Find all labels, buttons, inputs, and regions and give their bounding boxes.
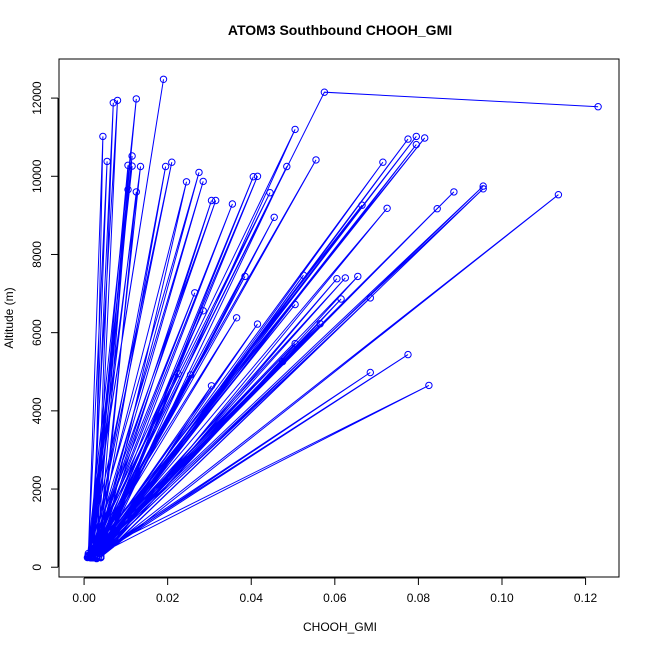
data-point [421,134,429,142]
data-point [312,156,320,164]
y-tick-label: 12000 [30,81,44,115]
x-axis-label: CHOOH_GMI [303,620,377,634]
data-point [199,307,207,315]
y-tick-label: 6000 [30,319,44,346]
y-axis-label: Altitude (m) [2,287,16,348]
data-point [161,162,170,171]
data-point [270,213,278,222]
data-point [479,185,487,193]
data-point [124,161,132,170]
data-point [124,185,132,194]
x-tick-label: 0.02 [156,591,180,605]
data-point [341,274,349,282]
data-point [207,382,216,390]
data-point [425,381,433,390]
data-point [191,289,199,297]
data-point [366,294,374,302]
data-point [253,320,262,328]
data-point [84,553,93,561]
data-point [291,339,299,348]
x-tick-label: 0.06 [323,591,347,605]
data-point [109,99,118,107]
data-point [195,168,203,177]
y-tick-label: 0 [30,564,44,571]
data-point [136,162,145,171]
data-point [594,103,602,111]
data-point [291,300,299,309]
data-point [433,205,441,213]
x-axis: 0.00 0.02 0.04 0.06 0.08 0.10 0.12 [72,577,598,605]
data-point [253,172,262,181]
data-point [404,350,412,359]
data-point [299,271,308,279]
data-point [132,188,141,196]
data-point [232,314,241,322]
plot-frame [58,58,620,578]
chart-title: ATOM3 Southbound CHOOH_GMI [228,22,452,38]
x-tick-label: 0.04 [240,591,264,605]
data-point [320,88,329,96]
data-point [168,158,176,166]
data-point [241,272,249,281]
y-tick-label: 2000 [30,475,44,502]
x-tick-label: 0.10 [490,591,514,605]
x-tick-label: 0.08 [407,591,431,605]
data-point [412,132,420,141]
x-tick-label: 0.12 [574,591,598,605]
data-point [92,552,101,560]
data-point [186,371,195,379]
data-point [88,553,97,561]
data-point [316,320,324,328]
data-point [212,196,220,205]
data-point [207,196,216,205]
data-point [97,553,105,562]
data-point [113,96,122,105]
data-point [366,368,374,377]
data-point [358,201,366,209]
data-point [554,191,563,199]
y-tick-label: 10000 [30,159,44,193]
data-point [132,95,141,103]
data-point [337,295,345,303]
data-point [404,135,412,143]
series-line [86,79,599,559]
data-point [283,162,291,171]
data-point [266,189,274,197]
data-point [99,132,107,141]
data-point [333,275,341,283]
data-point [450,188,458,196]
data-point [379,158,387,166]
data-point [479,182,487,190]
data-point [354,272,362,281]
data-point [174,370,182,378]
data-point [249,173,258,181]
data-point [182,178,191,186]
data-point [383,204,391,213]
data-point [278,357,287,366]
y-tick-label: 8000 [30,241,44,268]
data-point [159,75,168,84]
x-tick-label: 0.00 [72,591,96,605]
data-point [128,152,136,160]
y-tick-label: 4000 [30,397,44,424]
data-point [199,177,207,186]
y-axis: 0 2000 4000 6000 8000 10000 12000 [30,81,59,571]
data-point [103,157,111,166]
data-point [128,162,136,170]
data-point [412,140,420,149]
data-point [228,200,237,208]
data-point [291,125,299,134]
series-layer [83,75,602,563]
